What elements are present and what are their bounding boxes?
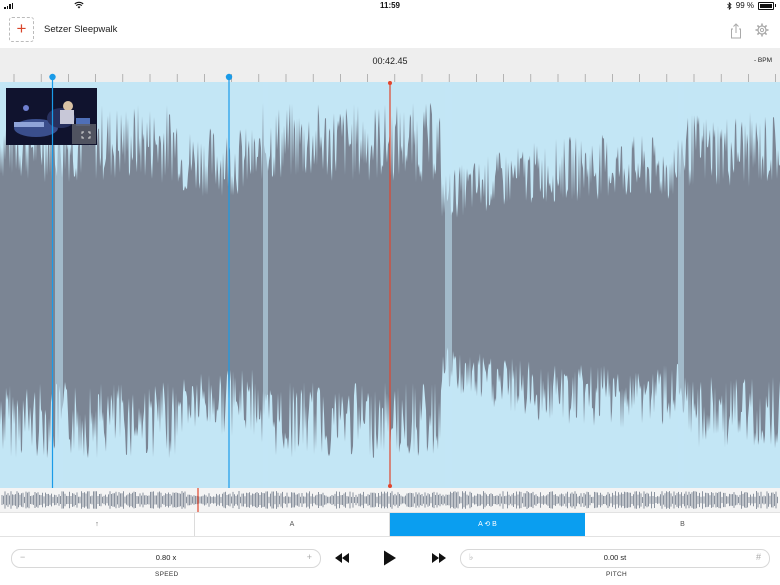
- wifi-icon: [74, 1, 84, 9]
- pitch-value: 0.00 st: [603, 553, 627, 562]
- battery-fill: [760, 3, 772, 8]
- add-song-button[interactable]: +: [9, 17, 34, 42]
- speed-increase-button[interactable]: +: [306, 552, 312, 562]
- status-left: [4, 1, 84, 9]
- song-title: Setzer Sleepwalk: [44, 24, 118, 35]
- timeline-header[interactable]: 00:42.45 - BPM: [0, 48, 780, 82]
- speed-decrease-button[interactable]: −: [20, 552, 26, 562]
- status-right: 99 %: [726, 1, 776, 10]
- battery-percent: 99 %: [735, 1, 754, 10]
- share-icon[interactable]: [729, 23, 743, 39]
- video-frame: [6, 88, 97, 145]
- rewind-icon[interactable]: [331, 548, 353, 568]
- pitch-sharp-button[interactable]: #: [755, 552, 761, 562]
- set-marker-button[interactable]: ↑: [0, 513, 195, 536]
- loop-button-row: ↑ A A ⟲ B B: [0, 512, 780, 537]
- pitch-control[interactable]: ♭ 0.00 st #: [460, 549, 770, 568]
- transport-controls: − 0.80 x + SPEED ♭ 0.00 st # PITCH: [0, 536, 780, 585]
- speed-value: 0.80 x: [155, 553, 177, 562]
- loop-ab-button[interactable]: A ⟲ B: [390, 513, 585, 536]
- gear-icon[interactable]: [755, 23, 769, 37]
- fast-forward-icon[interactable]: [428, 548, 450, 568]
- point-b-button[interactable]: B: [680, 521, 685, 528]
- cellular-signal-icon: [4, 2, 13, 9]
- video-thumbnail[interactable]: [6, 88, 97, 145]
- playback-timecode: 00:42.45: [372, 56, 408, 66]
- speed-control[interactable]: − 0.80 x +: [11, 549, 321, 568]
- pitch-label: PITCH: [606, 571, 627, 578]
- pitch-flat-button[interactable]: ♭: [469, 552, 474, 562]
- point-a-button[interactable]: A: [195, 513, 390, 536]
- battery-icon: [758, 1, 776, 10]
- speed-label: SPEED: [155, 571, 179, 578]
- fullscreen-icon[interactable]: [81, 131, 91, 139]
- bluetooth-icon: [726, 1, 732, 10]
- bpm-display[interactable]: - BPM: [753, 57, 772, 64]
- marker-b[interactable]: [225, 73, 233, 488]
- status-bar: 11:59 99 %: [0, 0, 780, 12]
- overview-waveform[interactable]: [0, 488, 780, 512]
- timeline-ruler: [13, 74, 776, 82]
- play-icon[interactable]: [379, 548, 401, 568]
- overview-waveform-graphic[interactable]: [0, 488, 780, 512]
- top-bar: + Setzer Sleepwalk: [0, 12, 780, 48]
- playhead[interactable]: [388, 81, 392, 488]
- loop-markers[interactable]: [0, 70, 780, 490]
- marker-a[interactable]: [49, 73, 56, 488]
- status-time: 11:59: [379, 1, 401, 10]
